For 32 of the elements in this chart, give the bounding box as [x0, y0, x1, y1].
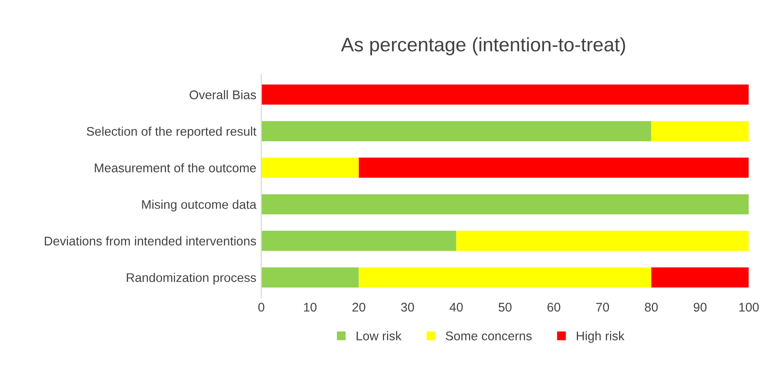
bar — [261, 267, 359, 288]
bar — [261, 121, 652, 142]
bar — [261, 84, 749, 105]
y-tick-label: Selection of the reported result — [86, 126, 256, 138]
x-tick-label: 30 — [401, 302, 414, 312]
bar — [261, 194, 749, 214]
x-tick-label: 100 — [739, 302, 759, 312]
y-tick-label: Overall Bias — [190, 90, 256, 100]
y-tick-label: Randomization process — [126, 272, 256, 285]
bar — [358, 158, 749, 178]
bar — [456, 230, 749, 251]
bar — [261, 230, 456, 251]
x-tick-label: 40 — [450, 302, 463, 312]
x-tick-label: 50 — [498, 302, 512, 312]
x-tick-label: 20 — [352, 302, 366, 312]
bar — [261, 158, 359, 178]
bar — [358, 267, 652, 288]
x-tick-label: 10 — [304, 302, 317, 312]
bar — [651, 267, 749, 288]
x-tick-label: 0 — [258, 302, 264, 312]
legend-label: Low risk — [356, 331, 402, 340]
y-tick-label: Mising outcome data — [142, 200, 256, 212]
x-tick-label: 90 — [694, 302, 707, 312]
x-tick-label: 80 — [644, 302, 658, 312]
bar — [651, 121, 749, 142]
x-tick-label: 70 — [596, 302, 610, 312]
legend-label: Some concerns — [446, 332, 532, 340]
x-tick-label: 60 — [547, 302, 560, 312]
y-tick-label: Measurement of the outcome — [94, 163, 256, 172]
legend-label: High risk — [576, 331, 624, 343]
chart-title: As percentage (intention-to-treat) — [340, 37, 626, 56]
y-tick-label: Deviations from intended interventions — [44, 236, 256, 246]
